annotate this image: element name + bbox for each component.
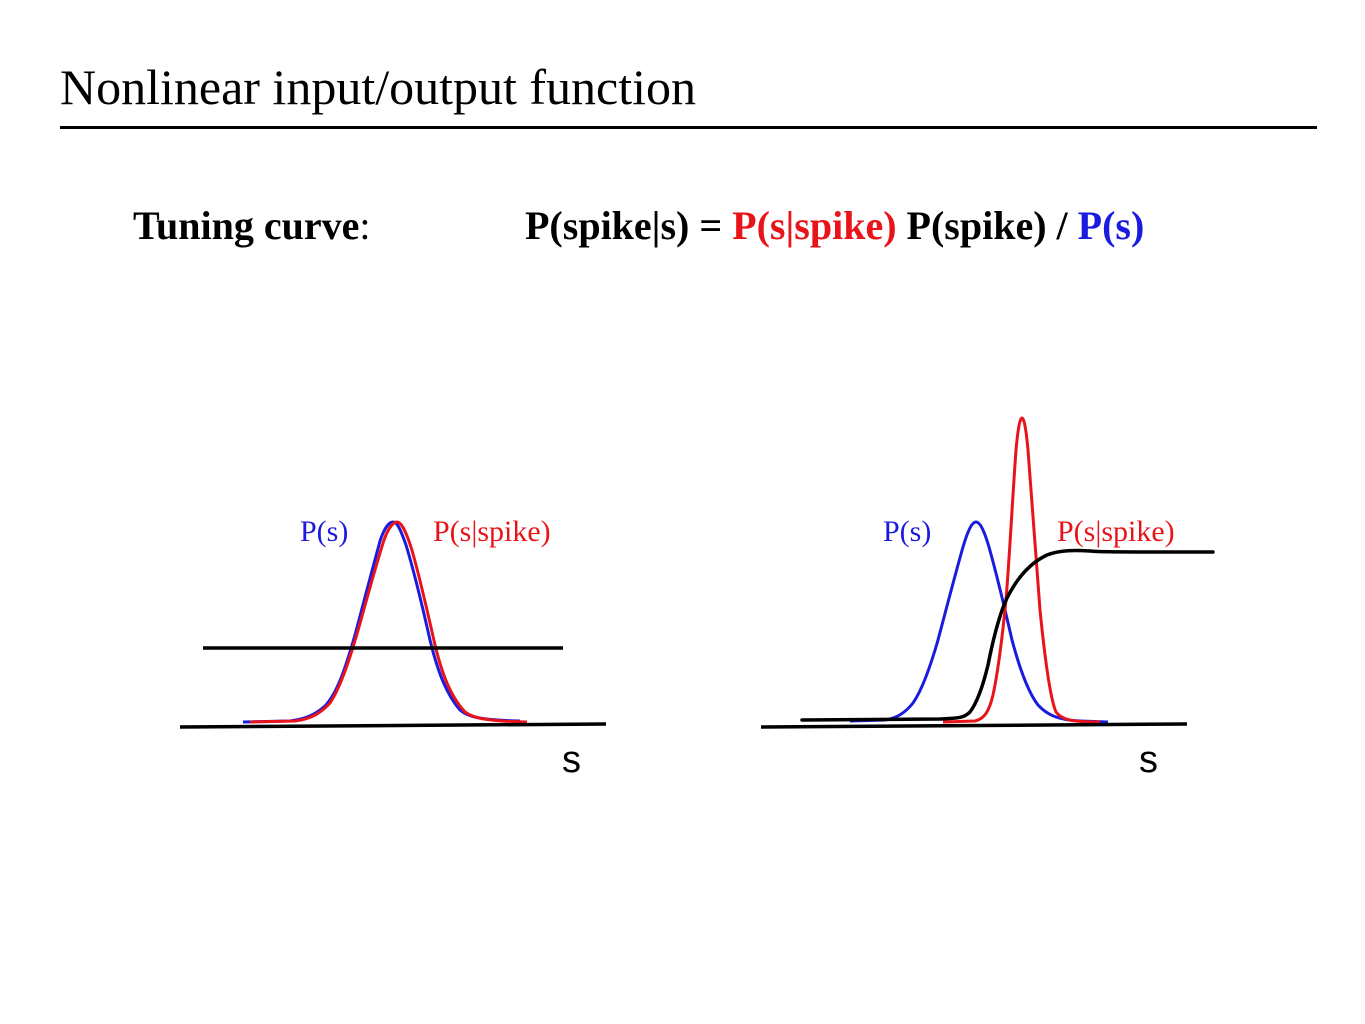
equation-lhs: P(spike|s) = xyxy=(525,203,733,248)
left-stimulus-axis xyxy=(179,722,607,729)
right-conditional-label: P(s|spike) xyxy=(1057,515,1175,548)
equation-stimulus-prior-term: P(s) xyxy=(1077,203,1145,248)
tuning-curve-label-colon: : xyxy=(359,203,371,248)
right-prior-label: P(s) xyxy=(883,515,931,548)
right-panel: P(s) P(s|spike) s xyxy=(760,416,1215,781)
left-conditional-curve xyxy=(249,520,528,724)
equation-spike-prior-term: P(spike) / xyxy=(896,203,1078,248)
left-conditional-label: P(s|spike) xyxy=(433,515,551,548)
equation-likelihood-term: P(s|spike) xyxy=(732,203,897,248)
right-prior-curve xyxy=(849,520,1109,724)
left-prior-label: P(s) xyxy=(300,515,348,548)
bayes-equation: P(spike|s) = P(s|spike) P(spike) / P(s) xyxy=(525,206,1144,246)
tuning-curve-label-text: Tuning curve xyxy=(133,203,360,248)
right-stimulus-axis xyxy=(760,722,1188,729)
left-panel: P(s) P(s|spike) s xyxy=(179,515,607,781)
tuning-curve-label: Tuning curve: xyxy=(133,206,371,246)
right-axis-label: s xyxy=(1139,739,1158,781)
right-tuning-curve xyxy=(800,548,1215,722)
slide-title: Nonlinear input/output function xyxy=(60,59,697,115)
left-axis-label: s xyxy=(562,739,581,781)
title-divider xyxy=(60,126,1317,129)
right-conditional-curve xyxy=(942,416,1101,724)
